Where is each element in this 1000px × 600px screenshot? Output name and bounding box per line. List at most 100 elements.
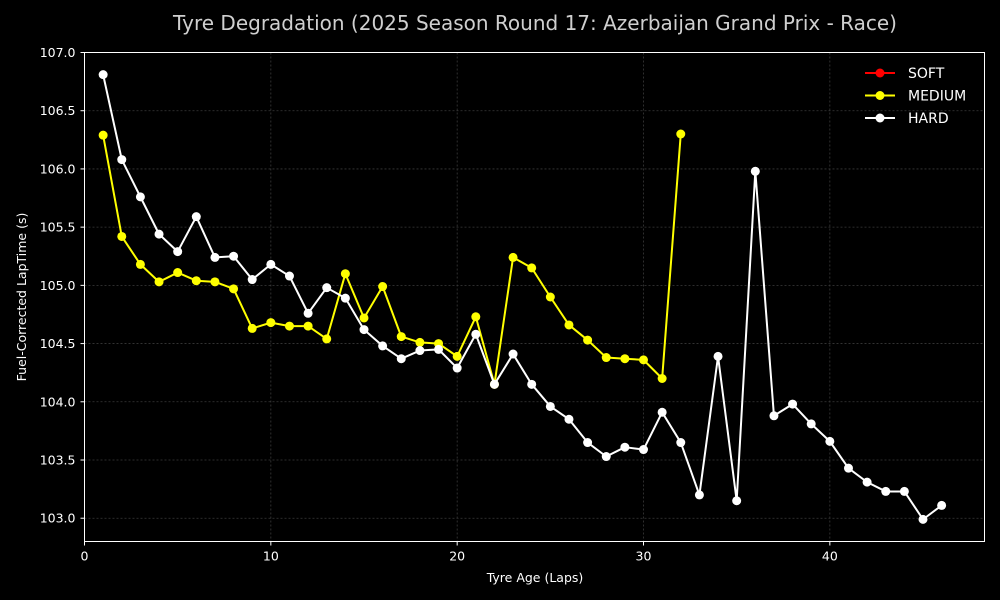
hard-point bbox=[396, 354, 406, 364]
medium-point bbox=[396, 332, 406, 342]
medium-point bbox=[676, 129, 686, 139]
hard-point bbox=[359, 325, 369, 335]
x-tick-label: 10 bbox=[263, 549, 279, 564]
medium-point bbox=[471, 312, 481, 322]
hard-point bbox=[545, 401, 555, 411]
medium-point bbox=[340, 269, 350, 279]
medium-point bbox=[639, 355, 649, 365]
hard-point bbox=[769, 411, 779, 421]
hard-point bbox=[247, 275, 257, 285]
y-tick-label: 106.5 bbox=[40, 103, 76, 118]
hard-point bbox=[732, 496, 742, 506]
hard-point bbox=[806, 419, 816, 429]
medium-point bbox=[266, 318, 276, 328]
medium-point bbox=[247, 323, 257, 333]
y-tick-label: 103.5 bbox=[40, 453, 76, 468]
x-tick-label: 30 bbox=[636, 549, 652, 564]
medium-point bbox=[173, 268, 183, 278]
medium-point bbox=[452, 351, 462, 361]
y-tick-label: 104.0 bbox=[40, 394, 76, 409]
medium-point bbox=[210, 277, 220, 287]
medium-point bbox=[564, 320, 574, 330]
hard-point bbox=[508, 349, 518, 359]
medium-point bbox=[284, 321, 294, 331]
hard-point bbox=[825, 436, 835, 446]
medium-point bbox=[508, 252, 518, 262]
hard-point bbox=[620, 442, 630, 452]
medium-point bbox=[657, 374, 667, 383]
hard-point bbox=[881, 486, 891, 496]
hard-point bbox=[117, 155, 127, 165]
medium-point bbox=[620, 354, 630, 364]
medium-point bbox=[117, 231, 127, 241]
y-tick-label: 105.0 bbox=[40, 278, 76, 293]
medium-point bbox=[154, 277, 164, 287]
x-tick-label: 0 bbox=[81, 549, 89, 564]
x-tick-label: 40 bbox=[822, 549, 838, 564]
hard-point bbox=[694, 490, 704, 500]
series-layer bbox=[98, 70, 947, 524]
hard-point bbox=[583, 438, 593, 448]
hard-point bbox=[284, 271, 294, 281]
hard-point bbox=[639, 445, 649, 455]
medium-point bbox=[98, 130, 108, 140]
medium-point bbox=[378, 282, 388, 292]
legend-entry-hard: HARD bbox=[865, 111, 949, 127]
hard-point bbox=[937, 500, 947, 510]
hard-point bbox=[434, 344, 444, 354]
hard-point bbox=[489, 379, 499, 389]
y-axis-label: Fuel-Corrected LapTime (s) bbox=[14, 213, 29, 382]
hard-point bbox=[601, 452, 611, 462]
medium-point bbox=[601, 353, 611, 363]
hard-point bbox=[564, 414, 574, 424]
x-tick-label: 20 bbox=[449, 549, 465, 564]
y-tick-label: 107.0 bbox=[40, 45, 76, 60]
hard-point bbox=[173, 247, 183, 257]
medium-point bbox=[359, 313, 369, 323]
hard-point bbox=[527, 379, 537, 389]
hard-point bbox=[191, 212, 201, 222]
legend-marker bbox=[875, 113, 885, 123]
chart-title: Tyre Degradation (2025 Season Round 17: … bbox=[172, 11, 897, 35]
hard-point bbox=[471, 329, 481, 339]
series-hard bbox=[98, 70, 947, 524]
legend-entry-soft: SOFT bbox=[865, 66, 945, 82]
hard-point bbox=[98, 70, 108, 80]
plot-area-border bbox=[84, 52, 985, 542]
legend-marker bbox=[875, 91, 885, 100]
x-axis-ticks: 0 10 20 30 40 bbox=[81, 541, 838, 564]
y-tick-label: 106.0 bbox=[40, 161, 76, 176]
medium-point bbox=[322, 334, 332, 344]
hard-point bbox=[862, 477, 872, 487]
hard-point bbox=[266, 259, 276, 269]
x-axis-label: Tyre Age (Laps) bbox=[486, 570, 584, 585]
hard-point bbox=[154, 229, 164, 239]
y-tick-label: 103.0 bbox=[40, 511, 76, 526]
medium-point bbox=[527, 263, 537, 273]
hard-point bbox=[415, 346, 425, 356]
hard-point bbox=[899, 486, 909, 496]
hard-point bbox=[676, 438, 686, 448]
hard-point bbox=[657, 407, 667, 417]
hard-point bbox=[340, 293, 350, 303]
hard-point bbox=[452, 363, 462, 373]
hard-point bbox=[713, 351, 723, 361]
medium-point bbox=[229, 284, 239, 294]
hard-point bbox=[229, 251, 239, 261]
medium-point bbox=[583, 335, 593, 345]
medium-point bbox=[545, 292, 555, 302]
medium-point bbox=[415, 337, 425, 347]
legend-label: SOFT bbox=[908, 66, 945, 82]
hard-point bbox=[918, 514, 928, 524]
legend-entry-medium: MEDIUM bbox=[865, 89, 966, 105]
hard-point bbox=[750, 166, 760, 176]
medium-point bbox=[135, 259, 145, 269]
hard-point bbox=[843, 463, 853, 473]
legend-label: MEDIUM bbox=[908, 89, 966, 105]
hard-point bbox=[210, 252, 220, 262]
medium-point bbox=[303, 321, 313, 331]
hard-point bbox=[135, 192, 145, 202]
hard-line bbox=[102, 74, 943, 521]
